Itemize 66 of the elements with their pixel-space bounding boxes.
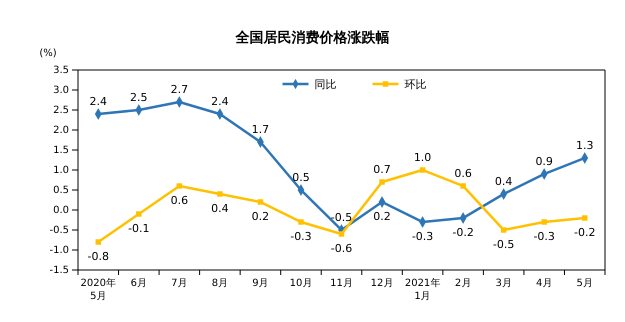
y-tick-label: 3.5 bbox=[53, 65, 69, 76]
point bbox=[298, 219, 304, 225]
data-label: 0.6 bbox=[454, 167, 472, 180]
data-label: -0.2 bbox=[574, 226, 596, 239]
data-label: 2.4 bbox=[211, 95, 229, 108]
data-label: -0.3 bbox=[290, 230, 312, 243]
point bbox=[96, 239, 102, 245]
data-label: 0.4 bbox=[211, 202, 229, 215]
y-tick-label: 1.5 bbox=[53, 145, 69, 156]
point bbox=[460, 183, 466, 189]
data-label: 0.6 bbox=[170, 194, 188, 207]
data-label: 0.9 bbox=[535, 155, 553, 168]
y-tick-label: -0.5 bbox=[49, 225, 69, 236]
data-label: 0.5 bbox=[292, 171, 310, 184]
data-label: 2.4 bbox=[90, 95, 108, 108]
data-label: 0.4 bbox=[494, 175, 512, 188]
x-tick-label: 4月 bbox=[536, 278, 552, 289]
y-tick-label: -1.0 bbox=[49, 245, 69, 256]
legend-label: 同比 bbox=[314, 78, 336, 91]
y-axis-title: (%) bbox=[39, 48, 57, 59]
y-tick-label: 2.5 bbox=[53, 105, 69, 116]
data-label: 1.3 bbox=[576, 139, 594, 152]
point bbox=[582, 215, 588, 221]
data-label: -0.3 bbox=[533, 230, 555, 243]
x-tick-label: 8月 bbox=[212, 278, 228, 289]
y-tick-label: 1.0 bbox=[53, 165, 69, 176]
point bbox=[258, 199, 264, 205]
x-tick-label: 7月 bbox=[171, 278, 188, 289]
data-label: 0.7 bbox=[373, 163, 391, 176]
x-tick-label: 2月 bbox=[454, 278, 472, 289]
data-label: -0.6 bbox=[330, 242, 352, 255]
data-label: -0.1 bbox=[128, 222, 150, 235]
data-label: 2.7 bbox=[170, 83, 188, 96]
y-tick-label: 0.5 bbox=[53, 185, 69, 196]
x-tick-label: 2020年 5月 bbox=[80, 277, 116, 302]
data-label: 0.2 bbox=[252, 210, 270, 223]
x-tick-label: 12月 bbox=[370, 278, 394, 289]
data-label: -0.2 bbox=[452, 226, 474, 239]
point bbox=[379, 179, 385, 185]
data-label: -0.8 bbox=[88, 250, 110, 263]
point bbox=[541, 219, 547, 225]
x-tick-label: 5月 bbox=[576, 278, 593, 289]
y-tick-label: -1.5 bbox=[49, 265, 69, 276]
data-label: 0.2 bbox=[373, 210, 391, 223]
chart-title: 全国居民消费价格涨跌幅 bbox=[234, 30, 390, 46]
y-tick-label: 3.0 bbox=[53, 85, 69, 96]
x-tick-label: 9月 bbox=[252, 278, 269, 289]
data-label: 2.5 bbox=[130, 91, 148, 104]
data-label: -0.3 bbox=[412, 230, 434, 243]
point bbox=[500, 227, 506, 233]
point bbox=[217, 191, 223, 197]
data-label: 1.7 bbox=[252, 123, 270, 136]
data-label: 1.0 bbox=[414, 151, 432, 164]
data-label: -0.5 bbox=[492, 238, 514, 251]
point bbox=[420, 167, 426, 173]
x-tick-label: 10月 bbox=[290, 278, 312, 289]
data-label: -0.5 bbox=[330, 211, 352, 224]
legend-label: 环比 bbox=[404, 78, 426, 91]
y-tick-label: 2.0 bbox=[53, 125, 69, 136]
x-tick-label: 6月 bbox=[130, 278, 147, 289]
y-tick-label: 0.0 bbox=[53, 205, 69, 216]
point bbox=[136, 211, 142, 217]
x-tick-label: 2021年 1月 bbox=[404, 277, 440, 302]
x-tick-label: 3月 bbox=[495, 278, 512, 289]
x-tick-label: 11月 bbox=[330, 278, 353, 289]
point bbox=[176, 183, 182, 189]
